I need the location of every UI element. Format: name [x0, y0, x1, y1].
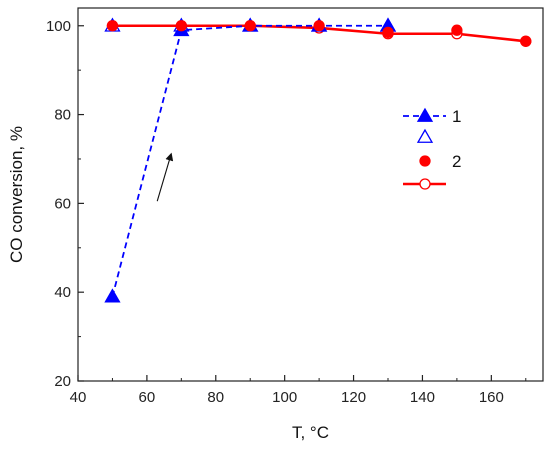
- annotation-layer: [156, 152, 174, 202]
- series-line: [111, 24, 388, 297]
- x-tick-label: 100: [272, 389, 297, 406]
- legend-entry: [403, 178, 446, 190]
- annotation-arrow: [156, 152, 174, 202]
- y-axis-title: CO conversion, %: [7, 126, 26, 263]
- data-point: [104, 288, 121, 303]
- y-tick-label: 20: [54, 373, 71, 390]
- data-point: [451, 24, 463, 36]
- data-point: [520, 35, 532, 47]
- legend-marker: [416, 128, 434, 143]
- data-point: [175, 20, 187, 32]
- data-point: [382, 26, 394, 39]
- legend: 12: [403, 107, 461, 190]
- legend-label: 1: [452, 107, 461, 126]
- plot-frame: [77, 7, 544, 382]
- legend-marker: [419, 178, 431, 190]
- y-tick-label: 80: [54, 107, 71, 124]
- x-tick-label: 40: [70, 389, 87, 406]
- series-layer: [104, 17, 532, 303]
- y-tick-label: 100: [46, 18, 71, 35]
- plot-border: [77, 7, 544, 382]
- legend-marker: [416, 107, 434, 122]
- data-point: [106, 20, 119, 32]
- series-1: [104, 17, 397, 303]
- series-3: [106, 20, 532, 47]
- x-tick-label: 60: [139, 389, 156, 406]
- legend-entry: 2: [419, 152, 461, 171]
- x-tick-label: 80: [207, 389, 224, 406]
- x-axis-title: T, °C: [292, 423, 329, 442]
- legend-label: 2: [452, 152, 461, 171]
- legend-marker: [419, 155, 431, 167]
- legend-entry: [416, 128, 434, 143]
- data-point: [244, 20, 256, 32]
- y-tick-label: 60: [54, 195, 71, 212]
- data-point: [313, 20, 325, 32]
- x-tick-label: 120: [341, 389, 366, 406]
- legend-entry: 1: [403, 107, 461, 126]
- x-tick-label: 140: [410, 389, 435, 406]
- y-tick-label: 40: [54, 284, 71, 301]
- x-tick-label: 160: [479, 389, 504, 406]
